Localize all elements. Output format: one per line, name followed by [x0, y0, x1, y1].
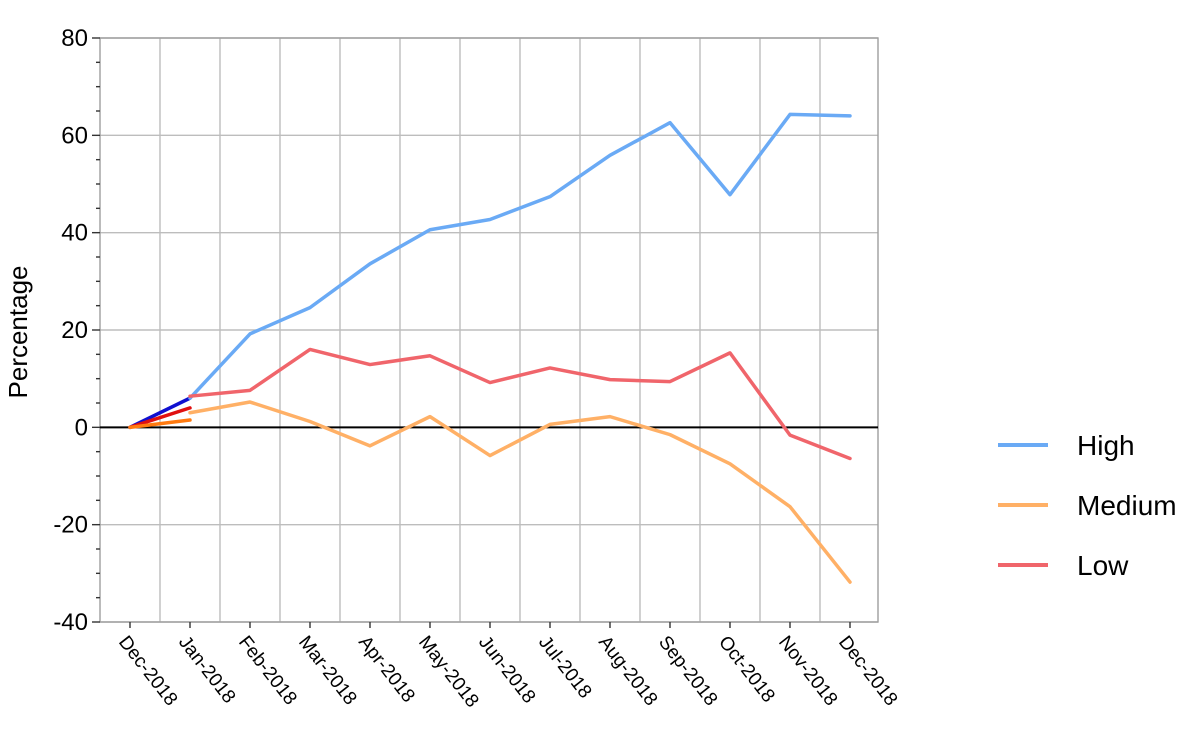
y-tick-label: 0 [75, 414, 88, 441]
x-tick-label: Sep-2018 [654, 632, 721, 710]
x-tick-label: Dec-2018 [834, 632, 901, 710]
series-line-medium [188, 400, 852, 584]
legend-label-low: Low [1077, 550, 1129, 581]
y-tick-label: 80 [61, 25, 88, 52]
x-tick-label: Nov-2018 [774, 632, 841, 710]
x-tick-label: Oct-2018 [714, 632, 779, 707]
y-tick-label: -40 [53, 609, 88, 636]
x-tick-label: Dec-2018 [114, 632, 181, 710]
legend-label-high: High [1077, 430, 1135, 461]
x-tick-label: May-2018 [414, 632, 483, 712]
x-tick-label: Jun-2018 [474, 632, 539, 707]
x-tick-label: Apr-2018 [354, 632, 419, 707]
x-tick-label: Feb-2018 [234, 632, 301, 709]
legend-label-medium: Medium [1077, 490, 1177, 521]
x-tick-label: Mar-2018 [294, 632, 361, 709]
series-line-low [188, 347, 852, 461]
y-tick-label: 40 [61, 220, 88, 247]
grid-lines [100, 37, 878, 623]
y-tick-labels: -40 -20 0 20 40 60 80 [53, 25, 88, 636]
x-tick-label: Aug-2018 [594, 632, 661, 710]
start-segment [128, 418, 192, 430]
series-line-high [188, 112, 852, 400]
start-segment [128, 406, 192, 430]
y-tick-label: 20 [61, 317, 88, 344]
series-lines [128, 112, 852, 584]
axes [92, 37, 879, 628]
y-axis-title: Percentage [3, 266, 33, 399]
x-tick-labels: Dec-2018Jan-2018Feb-2018Mar-2018Apr-2018… [114, 632, 901, 712]
y-tick-label: -20 [53, 512, 88, 539]
x-tick-label: Jan-2018 [174, 632, 239, 707]
y-tick-label: 60 [61, 122, 88, 149]
x-tick-label: Jul-2018 [534, 632, 595, 702]
legend: High Medium Low [998, 430, 1177, 581]
